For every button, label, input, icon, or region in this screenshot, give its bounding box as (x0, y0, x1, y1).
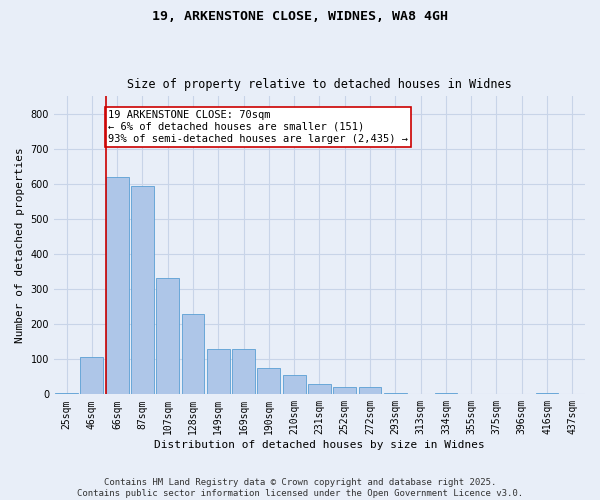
Bar (131, 186, 154, 394)
Text: 19, ARKENSTONE CLOSE, WIDNES, WA8 4GH: 19, ARKENSTONE CLOSE, WIDNES, WA8 4GH (152, 10, 448, 23)
Bar (308, 384, 331, 394)
Bar (207, 349, 230, 395)
Y-axis label: Number of detached properties: Number of detached properties (15, 148, 25, 343)
Bar (80, 357, 103, 395)
Text: Contains HM Land Registry data © Crown copyright and database right 2025.
Contai: Contains HM Land Registry data © Crown c… (77, 478, 523, 498)
Bar (55, 392, 78, 394)
Bar (536, 392, 559, 394)
Title: Size of property relative to detached houses in Widnes: Size of property relative to detached ho… (127, 78, 512, 91)
X-axis label: Distribution of detached houses by size in Widnes: Distribution of detached houses by size … (154, 440, 485, 450)
Bar (334, 388, 356, 394)
Bar (283, 375, 305, 394)
Bar (359, 388, 382, 394)
Bar (384, 392, 407, 394)
Text: 19 ARKENSTONE CLOSE: 70sqm
← 6% of detached houses are smaller (151)
93% of semi: 19 ARKENSTONE CLOSE: 70sqm ← 6% of detac… (108, 110, 408, 144)
Bar (434, 392, 457, 394)
Bar (232, 349, 255, 395)
Bar (257, 368, 280, 394)
Bar (106, 177, 128, 394)
Bar (157, 278, 179, 394)
Bar (182, 314, 205, 394)
